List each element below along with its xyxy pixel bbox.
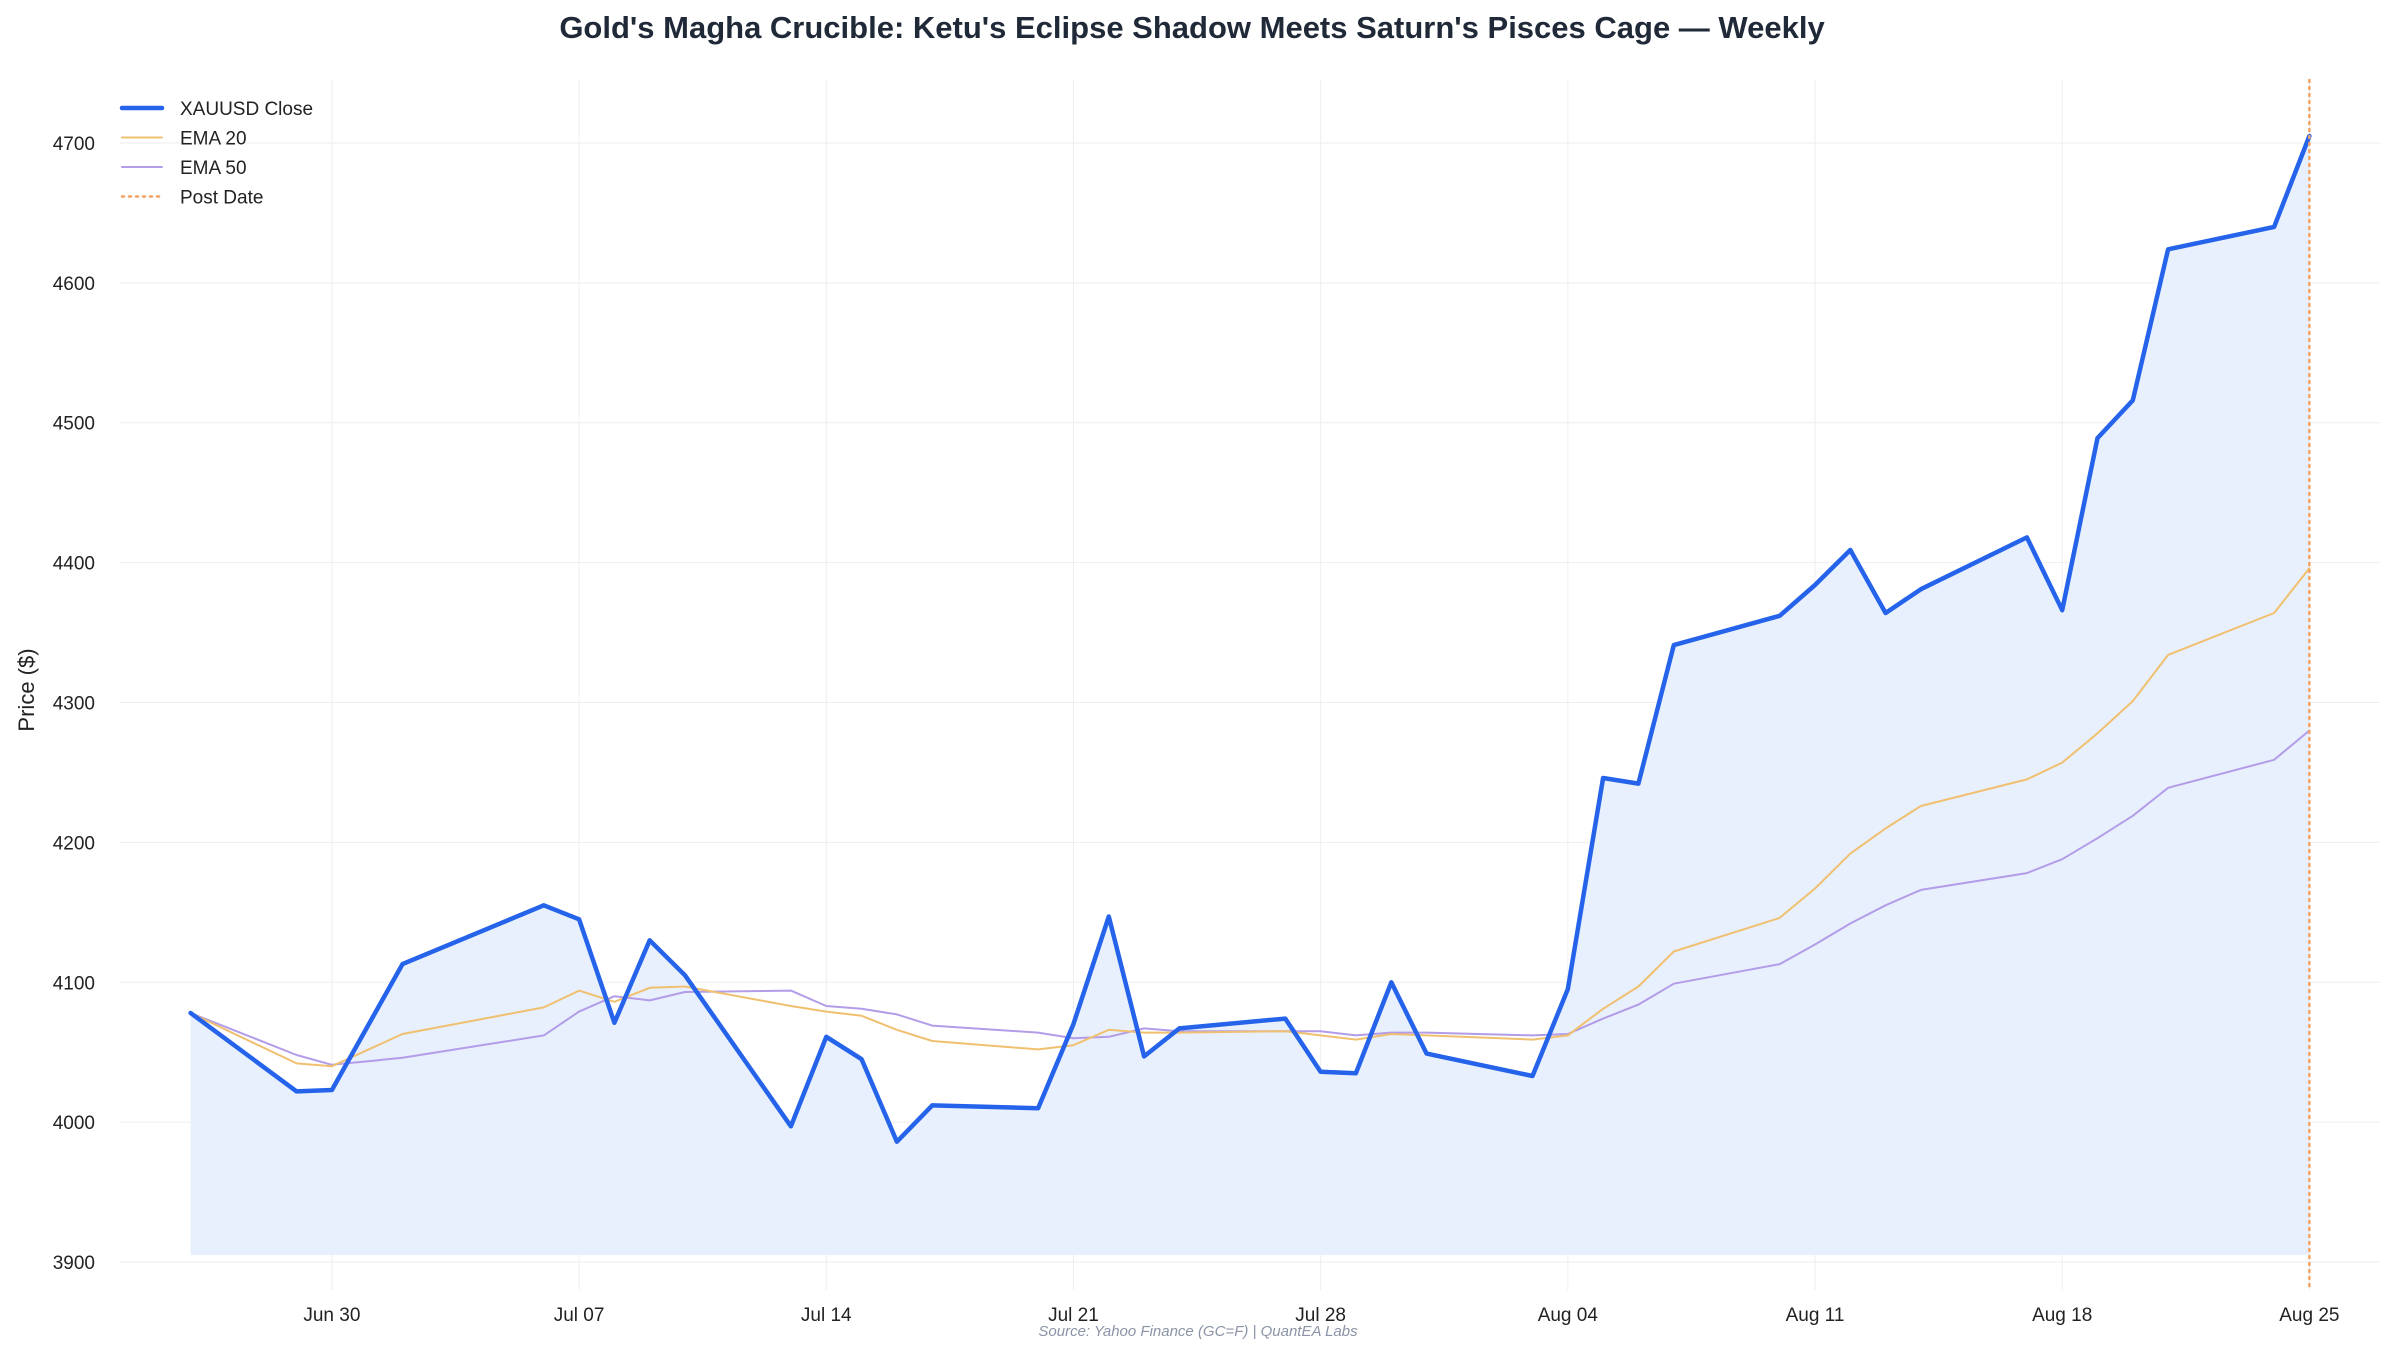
series-lines <box>188 133 2312 1144</box>
x-tick-label: Aug 18 <box>2032 1305 2092 1326</box>
chart-title: Gold's Magha Crucible: Ketu's Eclipse Sh… <box>559 10 1825 45</box>
ema50-line <box>189 729 2311 1066</box>
source-note: Source: Yahoo Finance (GC=F) | QuantEA L… <box>1038 1323 1358 1340</box>
x-tick-label: Jul 21 <box>1048 1305 1099 1326</box>
y-tick-label: 4700 <box>53 134 95 155</box>
y-tick-label: 3900 <box>53 1253 95 1274</box>
close-line <box>188 133 2312 1144</box>
y-tick-label: 4000 <box>53 1113 95 1134</box>
x-tick-label: Jun 30 <box>303 1305 360 1326</box>
legend-label: EMA 20 <box>180 129 247 150</box>
y-tick-label: 4400 <box>53 554 95 575</box>
y-axis-label: Price ($) <box>14 648 39 731</box>
legend: XAUUSD Close EMA 20 EMA 50 Post Date <box>119 99 313 209</box>
legend-label: XAUUSD Close <box>180 99 313 120</box>
close-area-fill <box>190 136 2310 1255</box>
ema20-line <box>189 567 2311 1068</box>
x-tick-label: Jul 28 <box>1295 1305 1346 1326</box>
x-tick-label: Jul 07 <box>554 1305 605 1326</box>
x-axis-ticks: Jun 30 Jul 07 Jul 14 Jul 21 Jul 28 Aug 04 Aug … <box>303 1305 2339 1326</box>
y-tick-label: 4600 <box>53 274 95 295</box>
y-tick-label: 4100 <box>53 973 95 994</box>
y-axis-ticks: 3900 4000 4100 4200 4300 4400 4500 4600 4700 <box>53 134 95 1274</box>
x-tick-label: Aug 11 <box>1786 1305 1845 1326</box>
x-tick-label: Aug 04 <box>1538 1305 1599 1326</box>
close-area <box>190 136 2310 1255</box>
legend-label: EMA 50 <box>180 158 247 179</box>
y-tick-label: 4500 <box>53 414 95 435</box>
legend-label: Post Date <box>180 188 263 209</box>
y-tick-label: 4200 <box>53 833 95 854</box>
x-tick-label: Aug 25 <box>2279 1305 2339 1326</box>
x-tick-label: Jul 14 <box>801 1305 852 1326</box>
y-tick-label: 4300 <box>53 693 95 714</box>
